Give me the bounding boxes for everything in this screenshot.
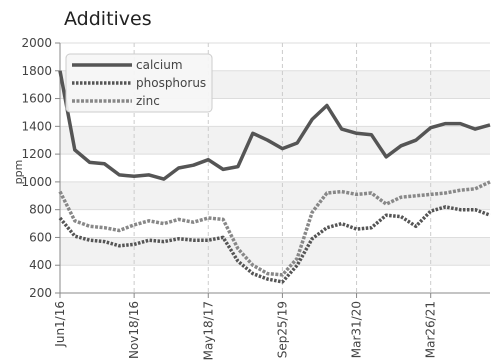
- series-line-calcium: [58, 70, 491, 181]
- x-tick-label: Jun1/16: [53, 301, 67, 348]
- grid-band: [60, 181, 490, 210]
- grid-band: [60, 154, 490, 182]
- x-tick-label: Mar26/21: [424, 301, 438, 358]
- legend-box: [65, 53, 213, 113]
- y-tick-label: 1400: [21, 119, 52, 133]
- y-tick-label: 2000: [21, 36, 52, 50]
- grid-band: [60, 209, 490, 238]
- x-tick-label: Nov18/16: [127, 301, 141, 359]
- x-tick-label: May18/17: [201, 301, 215, 360]
- legend-label-zinc: zinc: [136, 94, 160, 108]
- grid-band: [60, 237, 490, 266]
- y-axis-label: ppm: [12, 160, 25, 185]
- x-tick-label: Mar31/20: [350, 301, 364, 358]
- x-tick-label: Sep25/19: [275, 301, 289, 358]
- legend-label-calcium: calcium: [136, 58, 183, 72]
- y-tick-label: 1800: [21, 64, 52, 78]
- y-tick-label: 1000: [21, 175, 52, 189]
- y-tick-label: 200: [29, 286, 52, 300]
- y-tick-label: 1600: [21, 92, 52, 106]
- y-tick-label: 1200: [21, 147, 52, 161]
- y-tick-label: 400: [29, 258, 52, 272]
- legend-label-phosphorus: phosphorus: [136, 76, 206, 90]
- series-line-zinc: [58, 180, 491, 277]
- x-tick-label: Jun30/22: [498, 301, 500, 355]
- y-tick-label: 600: [29, 230, 52, 244]
- chart-title: Additives: [64, 8, 152, 30]
- y-tick-label: 800: [29, 203, 52, 217]
- series-line-phosphorus: [58, 205, 491, 284]
